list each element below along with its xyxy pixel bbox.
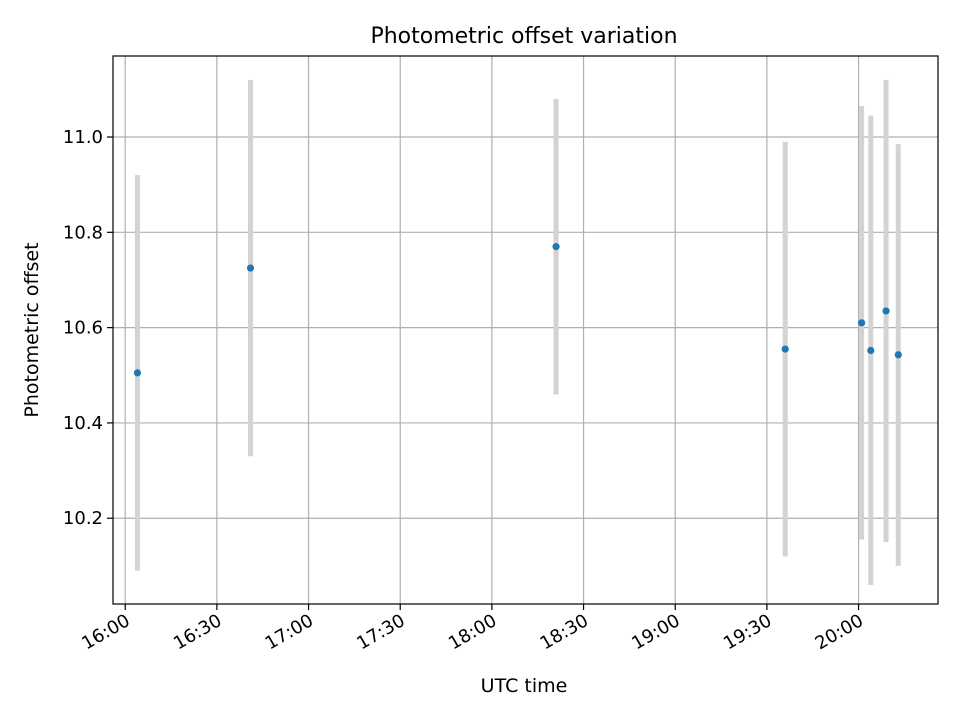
x-tick-label: 18:30 — [537, 610, 592, 654]
y-tick-label: 10.8 — [63, 222, 103, 243]
data-point — [552, 243, 560, 251]
x-tick-label: 19:30 — [720, 610, 775, 654]
data-point — [867, 346, 875, 355]
data-point — [858, 319, 866, 327]
data-point — [133, 369, 142, 377]
x-tick-label: 17:00 — [262, 610, 317, 654]
y-tick-label: 10.4 — [63, 413, 103, 434]
data-points — [133, 243, 902, 377]
y-axis-label: Photometric offset — [21, 242, 43, 417]
x-axis-label: UTC time — [481, 675, 568, 697]
grid — [113, 56, 938, 604]
data-point — [894, 351, 902, 359]
error-bars — [134, 79, 901, 585]
data-point — [882, 307, 890, 315]
x-tick-label: 16:30 — [170, 610, 225, 654]
y-tick-label: 10.2 — [63, 508, 103, 529]
x-tick-label: 17:30 — [353, 610, 408, 654]
axis-ticks: 16:00 16:30 17:00 17:30 18:00 18:30 19:00 19:30… — [63, 127, 867, 654]
data-point — [246, 264, 255, 272]
x-tick-label: 19:00 — [628, 610, 683, 654]
y-tick-label: 11.0 — [63, 127, 103, 148]
chart-title: Photometric offset variation — [370, 24, 677, 49]
x-tick-label: 20:00 — [812, 610, 867, 654]
y-tick-label: 10.6 — [63, 318, 103, 339]
x-tick-label: 16:00 — [78, 610, 133, 654]
data-point — [781, 345, 789, 353]
x-tick-label: 18:00 — [445, 610, 500, 654]
plot-frame — [112, 55, 939, 605]
